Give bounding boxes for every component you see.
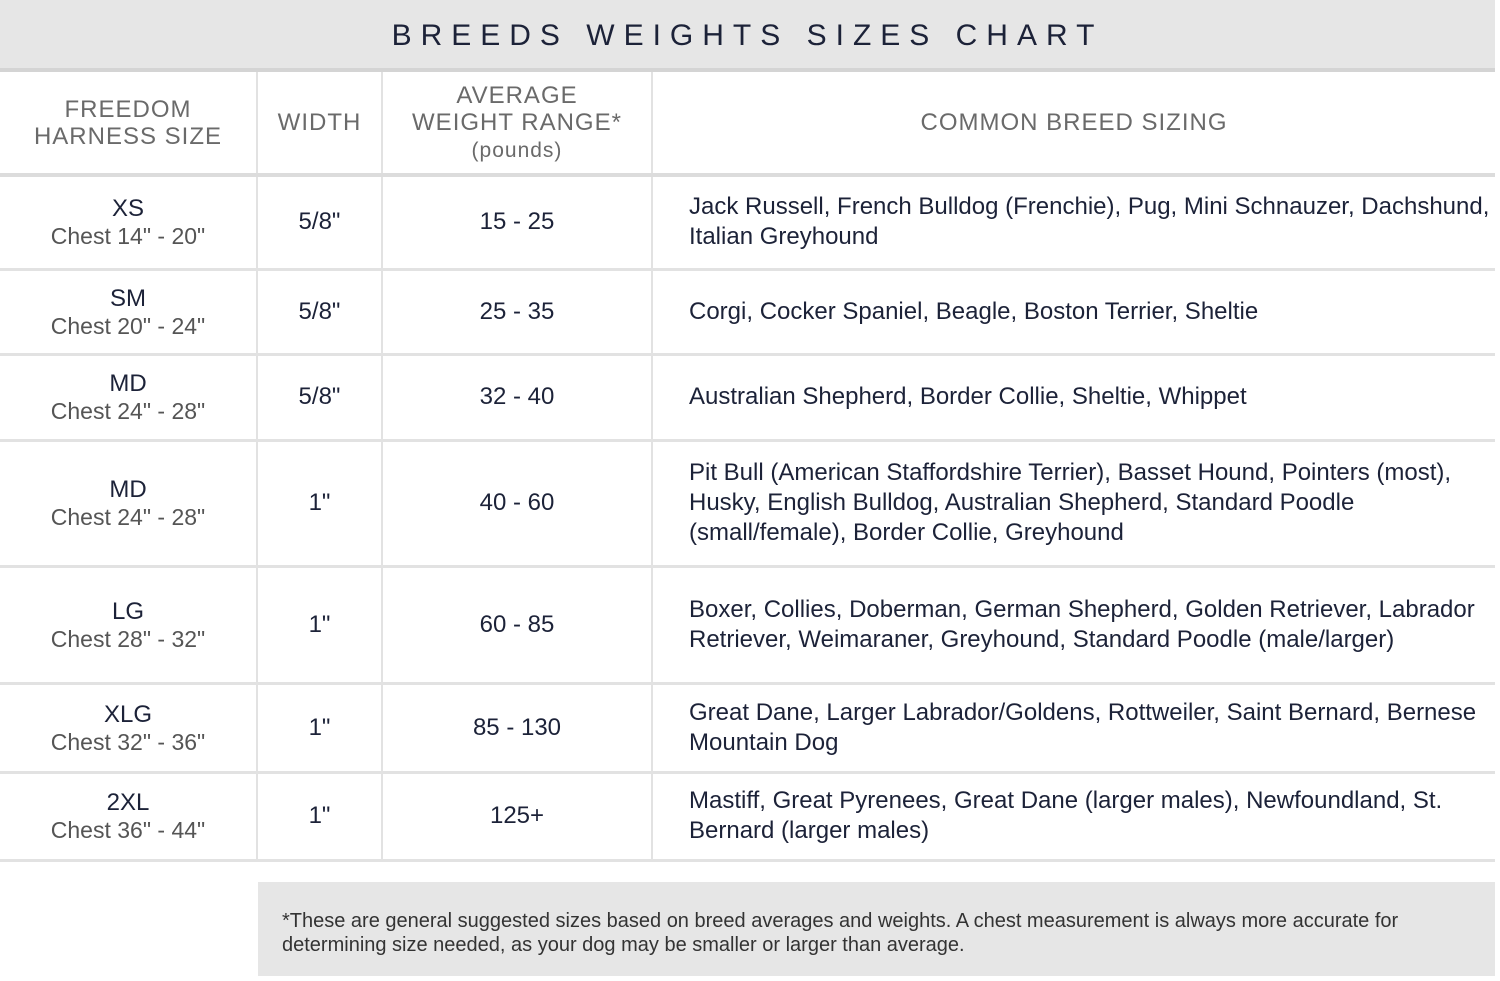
chest-range: Chest 14" - 20" <box>50 223 206 250</box>
size-cell: MD Chest 24" - 28" <box>0 354 258 442</box>
chest-range: Chest 24" - 28" <box>50 398 206 424</box>
header-size-line1: FREEDOM <box>64 95 192 123</box>
breeds-cell: Jack Russell, French Bulldog (Frenchie),… <box>652 175 1495 271</box>
width-cell: 1" <box>257 772 383 862</box>
size-cell: XLG Chest 32" - 36" <box>0 683 258 774</box>
size-cell: 2XL Chest 36" - 44" <box>0 772 258 862</box>
weight-cell: 25 - 35 <box>382 269 653 356</box>
header-width: WIDTH <box>257 72 383 177</box>
chest-range: Chest 32" - 36" <box>50 728 206 755</box>
size-cell: XS Chest 14" - 20" <box>0 175 258 271</box>
weight-cell: 32 - 40 <box>382 354 653 442</box>
header-size-line2: HARNESS SIZE <box>33 122 223 150</box>
size-cell: SM Chest 20" - 24" <box>0 269 258 356</box>
chest-range: Chest 36" - 44" <box>50 817 206 843</box>
size-cell: LG Chest 28" - 32" <box>0 566 258 685</box>
size-label: MD <box>109 476 147 503</box>
breeds-cell: Boxer, Collies, Doberman, German Shepher… <box>652 566 1495 685</box>
size-label: XLG <box>103 700 153 728</box>
header-weight-line1: AVERAGE <box>456 81 578 109</box>
header-weight-line2: WEIGHT RANGE* <box>412 108 622 136</box>
chart-title: BREEDS WEIGHTS SIZES CHART <box>0 0 1495 72</box>
size-label: LG <box>111 597 144 625</box>
header-weight-unit: (pounds) <box>471 138 563 162</box>
size-label: XS <box>111 195 144 223</box>
width-cell: 5/8" <box>257 354 383 442</box>
table-row: SM Chest 20" - 24" 5/8" 25 - 35 Corgi, Co… <box>0 269 1495 356</box>
weight-cell: 60 - 85 <box>382 566 653 685</box>
width-cell: 5/8" <box>257 269 383 356</box>
weight-cell: 125+ <box>382 772 653 862</box>
breeds-cell: Great Dane, Larger Labrador/Goldens, Rot… <box>652 683 1495 774</box>
table-row: MD Chest 24" - 28" 1" 40 - 60 Pit Bull (A… <box>0 440 1495 568</box>
breeds-cell: Mastiff, Great Pyrenees, Great Dane (lar… <box>652 772 1495 862</box>
chest-range: Chest 24" - 28" <box>50 504 206 530</box>
size-cell: MD Chest 24" - 28" <box>0 440 258 568</box>
width-cell: 1" <box>257 566 383 685</box>
footnote: *These are general suggested sizes based… <box>258 882 1495 976</box>
header-breeds: COMMON BREED SIZING <box>652 72 1495 177</box>
breeds-cell: Corgi, Cocker Spaniel, Beagle, Boston Te… <box>652 269 1495 356</box>
size-label: SM <box>110 284 146 312</box>
header-size: FREEDOM HARNESS SIZE <box>0 72 258 177</box>
size-label: MD <box>109 370 147 397</box>
table-row: 2XL Chest 36" - 44" 1" 125+ Mastiff, Grea… <box>0 772 1495 862</box>
size-label: 2XL <box>106 789 150 816</box>
chest-range: Chest 28" - 32" <box>50 625 206 652</box>
header-row: FREEDOM HARNESS SIZE WIDTH AVERAGE WEIGHT … <box>0 72 1495 177</box>
table-row: LG Chest 28" - 32" 1" 60 - 85 Boxer, Coll… <box>0 566 1495 685</box>
width-cell: 5/8" <box>257 175 383 271</box>
breeds-cell: Australian Shepherd, Border Collie, Shel… <box>652 354 1495 442</box>
chest-range: Chest 20" - 24" <box>50 312 206 339</box>
breeds-cell: Pit Bull (American Staffordshire Terrier… <box>652 440 1495 568</box>
table-row: XLG Chest 32" - 36" 1" 85 - 130 Great Dan… <box>0 683 1495 774</box>
width-cell: 1" <box>257 683 383 774</box>
table-row: XS Chest 14" - 20" 5/8" 15 - 25 Jack Russ… <box>0 175 1495 271</box>
width-cell: 1" <box>257 440 383 568</box>
weight-cell: 40 - 60 <box>382 440 653 568</box>
weight-cell: 85 - 130 <box>382 683 653 774</box>
size-table: FREEDOM HARNESS SIZE WIDTH AVERAGE WEIGHT … <box>0 72 1495 862</box>
table-row: MD Chest 24" - 28" 5/8" 32 - 40 Australia… <box>0 354 1495 442</box>
header-weight: AVERAGE WEIGHT RANGE* (pounds) <box>382 72 653 177</box>
weight-cell: 15 - 25 <box>382 175 653 271</box>
